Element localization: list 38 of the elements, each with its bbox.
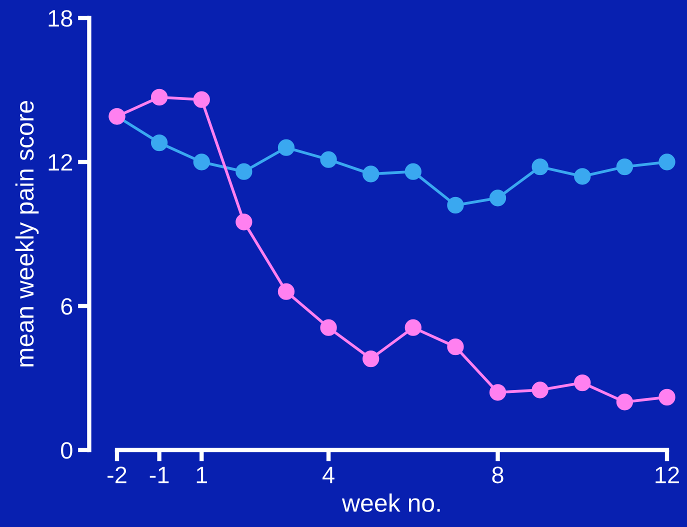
point (658, 154, 676, 170)
point (320, 319, 337, 336)
point (150, 134, 168, 152)
point (278, 283, 295, 300)
point (236, 214, 252, 230)
y-tick-label: 18 (48, 10, 72, 27)
x-tick-label: 12 (656, 466, 679, 484)
point (150, 88, 168, 106)
point (193, 154, 210, 170)
point (320, 151, 337, 168)
x-axis-title: week no. (342, 494, 440, 512)
y-tick-label: 6 (61, 298, 72, 315)
x-tick-label: 1 (196, 466, 208, 484)
point (362, 166, 380, 182)
point (193, 91, 210, 108)
point (447, 338, 464, 356)
x-tick-label: -1 (150, 466, 169, 484)
point (404, 319, 422, 336)
point (658, 388, 676, 406)
point (616, 158, 634, 176)
point (574, 374, 591, 392)
point (616, 394, 634, 410)
point (404, 163, 422, 180)
point (574, 168, 591, 185)
y-tick-label: 12 (48, 154, 72, 171)
point (489, 384, 506, 401)
point (362, 350, 380, 368)
x-tick-label: 4 (322, 466, 334, 484)
point (532, 158, 548, 176)
x-tick-label: 8 (492, 466, 504, 484)
y-tick-label: 0 (61, 442, 72, 459)
point (489, 190, 506, 206)
point (278, 139, 295, 156)
point (236, 163, 252, 180)
x-tick-label: -2 (108, 466, 126, 484)
y-axis-title: mean weekly pain score (15, 101, 39, 366)
point (532, 382, 548, 398)
point (447, 196, 464, 214)
